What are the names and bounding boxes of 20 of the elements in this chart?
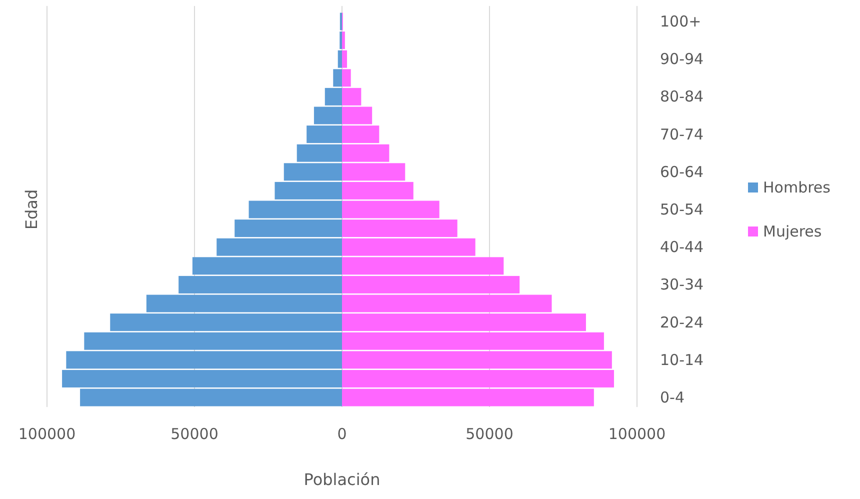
y-tick-label: 10-14: [660, 350, 704, 369]
y-tick-label: 20-24: [660, 313, 704, 332]
y-tick-label: 80-84: [660, 88, 704, 106]
y-tick-label: 100+: [660, 12, 702, 30]
legend-label: Mujeres: [763, 222, 822, 240]
y-tick-label: 30-34: [660, 276, 704, 294]
x-tick-label: 0: [337, 425, 347, 443]
x-tick-label: 50000: [466, 425, 514, 443]
y-tick-label: 50-54: [660, 200, 704, 218]
y-axis-title: Edad: [22, 189, 41, 230]
x-tick-label: 100000: [608, 425, 666, 443]
x-tick-label: 100000: [18, 425, 76, 443]
x-tick-label: 50000: [170, 425, 218, 443]
legend-label: Hombres: [763, 178, 831, 196]
y-tick-label: 60-64: [660, 162, 704, 181]
x-axis-title: Población: [304, 470, 380, 489]
y-tick-label: 40-44: [660, 238, 704, 256]
y-tick-label: 90-94: [660, 50, 704, 68]
y-tick-label: 0-4: [660, 388, 684, 407]
y-tick-label: 70-74: [660, 125, 704, 144]
